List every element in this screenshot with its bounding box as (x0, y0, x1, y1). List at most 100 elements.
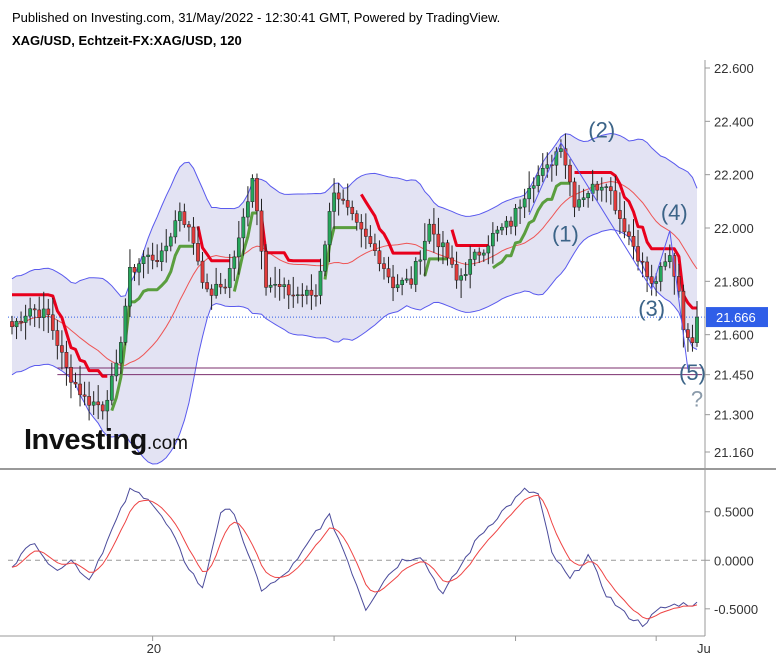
candle-body (105, 399, 110, 412)
candle-body (264, 250, 268, 288)
candle-body (141, 256, 146, 264)
candle-body (187, 224, 191, 228)
candle-body (100, 404, 105, 412)
candle-body (87, 396, 91, 406)
candle-body (422, 240, 427, 261)
candle-body (41, 308, 46, 318)
candle-body (305, 289, 309, 296)
uptrend-line (423, 257, 448, 277)
price-tick-label: 22.200 (714, 168, 754, 183)
downtrend-line (196, 226, 230, 263)
candle-body (177, 211, 182, 221)
candle-body (613, 190, 618, 211)
candle-body (114, 362, 119, 377)
price-tick-label: 22.600 (714, 61, 754, 76)
candle-body (522, 198, 527, 208)
candle-body (309, 289, 314, 296)
candle-body (658, 266, 663, 282)
candle-body (123, 305, 128, 343)
candle-body (332, 192, 336, 212)
investing-logo: Investing.com (24, 424, 188, 457)
candle-body (164, 245, 169, 252)
candle-body (373, 243, 377, 251)
wave-label: (2) (588, 117, 615, 142)
candle-body (318, 270, 323, 296)
candle-body (191, 226, 196, 244)
candle-body (91, 401, 96, 406)
candle-body (513, 208, 518, 227)
candle-body (649, 276, 654, 284)
candle-body (46, 308, 51, 316)
candle-body (536, 175, 541, 186)
price-tick-label: 21.800 (714, 274, 754, 289)
investing-logo-suffix: .com (146, 433, 188, 454)
candle-body (640, 260, 645, 263)
candle-body (432, 223, 436, 235)
downtrend-line (574, 171, 697, 310)
candle-body (159, 250, 164, 262)
candle-body (359, 222, 364, 230)
oscillator-panel: 0.5000 0.0000 -0.5000 (0, 468, 776, 636)
candle-body (631, 236, 636, 247)
candle-body (690, 337, 695, 343)
oscillator-tick-label: 0.0000 (714, 553, 754, 568)
candle-body (350, 206, 355, 215)
candle-body (37, 309, 42, 318)
band-middle-line (11, 180, 698, 366)
candle-body (581, 197, 586, 200)
candle-body (681, 290, 686, 330)
price-tick-label: 22.000 (714, 221, 754, 236)
candle-body (509, 220, 513, 227)
candle-body (223, 286, 228, 289)
candle-body (563, 148, 568, 166)
candle-body (146, 254, 150, 257)
candle-body (295, 294, 300, 296)
wave-label: (3) (638, 296, 665, 321)
candle-body (463, 274, 468, 276)
candle-body (645, 261, 649, 277)
candle-body (599, 186, 604, 191)
downtrend-line (260, 216, 321, 263)
candle-body (246, 201, 250, 218)
candle-body (377, 250, 382, 264)
candle-body (409, 278, 414, 285)
candle-body (667, 255, 672, 263)
candle-body (400, 279, 404, 286)
time-tick-label: Ju (697, 641, 711, 656)
candle-body (450, 257, 454, 265)
downtrend-line (360, 193, 421, 255)
candle-body (604, 186, 609, 188)
candle-body (445, 242, 450, 259)
candle-body (209, 288, 214, 296)
candle-body (336, 192, 341, 200)
candle-body (695, 316, 699, 343)
candle-body (540, 168, 545, 176)
wave-label: (4) (661, 200, 688, 225)
candle-body (69, 366, 73, 383)
price-tick-label: 22.400 (714, 114, 754, 129)
candle-body (404, 278, 409, 281)
candle-body (78, 383, 82, 396)
candle-body (500, 226, 504, 231)
candle-body (345, 200, 350, 208)
candle-body (109, 375, 114, 401)
chart-symbol-title: XAG/USD, Echtzeit-FX:XAG/USD, 120 (12, 33, 242, 48)
candle-body (28, 308, 32, 317)
candle-body (50, 314, 55, 331)
bollinger-band (11, 132, 698, 465)
trend-indicator-line (12, 171, 697, 412)
wave-label: (5) (679, 360, 706, 385)
wave-label: (1) (552, 221, 579, 246)
candle-body (549, 164, 554, 167)
candle-body (32, 308, 37, 311)
candle-body (314, 295, 318, 297)
candle-body (250, 178, 255, 202)
candle-body (677, 276, 681, 292)
candle-body (577, 199, 581, 208)
candle-body (363, 228, 368, 237)
candle-body (568, 164, 572, 183)
oscillator-tick-label: -0.5000 (714, 602, 758, 617)
candle-body (436, 233, 441, 248)
downtrend-line (450, 229, 489, 247)
